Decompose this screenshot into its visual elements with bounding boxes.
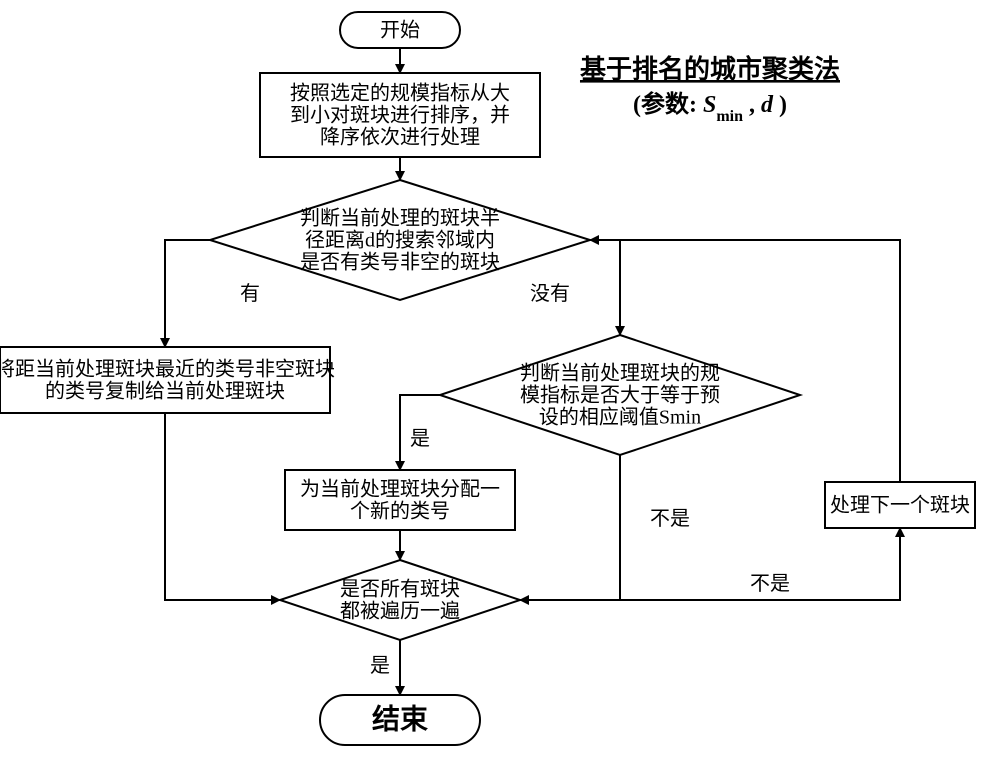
svg-text:径距离d的搜索邻域内: 径距离d的搜索邻域内 <box>305 229 495 252</box>
svg-text:开始: 开始 <box>380 19 420 42</box>
svg-text:为当前处理斑块分配一: 为当前处理斑块分配一 <box>300 478 500 501</box>
edge-label-e_scale_no: 不是 <box>650 508 690 530</box>
node-start: 开始 <box>340 12 460 48</box>
svg-text:都被遍历一遍: 都被遍历一遍 <box>340 600 460 623</box>
svg-text:降序依次进行处理: 降序依次进行处理 <box>320 126 480 149</box>
node-check_scale: 判断当前处理斑块的规模指标是否大于等于预设的相应阈值Smin <box>440 335 800 455</box>
svg-text:按照选定的规模指标从大: 按照选定的规模指标从大 <box>290 82 510 105</box>
svg-text:处理下一个斑块: 处理下一个斑块 <box>830 494 970 517</box>
node-end: 结束 <box>320 695 480 745</box>
edge-label-e_all_no: 不是 <box>750 573 790 595</box>
edge-e_copy_down <box>165 413 280 600</box>
svg-text:的类号复制给当前处理斑块: 的类号复制给当前处理斑块 <box>45 380 285 403</box>
svg-text:判断当前处理的斑块半: 判断当前处理的斑块半 <box>300 207 500 230</box>
edge-label-e_check_left: 有 <box>240 282 260 305</box>
svg-text:结束: 结束 <box>372 703 428 735</box>
svg-text:将距当前处理斑块最近的类号非空斑块: 将距当前处理斑块最近的类号非空斑块 <box>0 358 335 381</box>
node-next_patch: 处理下一个斑块 <box>825 482 975 528</box>
edge-label-e_all_yes: 是 <box>370 655 390 677</box>
algorithm-title: 基于排名的城市聚类法 <box>580 54 840 84</box>
svg-text:到小对斑块进行排序，并: 到小对斑块进行排序，并 <box>290 104 510 127</box>
node-check_all: 是否所有斑块都被遍历一遍 <box>280 560 520 640</box>
node-copy_class: 将距当前处理斑块最近的类号非空斑块的类号复制给当前处理斑块 <box>0 347 335 413</box>
edge-label-e_scale_yes: 是 <box>410 428 430 450</box>
svg-text:模指标是否大于等于预: 模指标是否大于等于预 <box>520 384 720 407</box>
node-new_class: 为当前处理斑块分配一个新的类号 <box>285 470 515 530</box>
svg-text:设的相应阈值Smin: 设的相应阈值Smin <box>539 406 701 429</box>
edge-label-e_check_right: 没有 <box>530 282 570 305</box>
svg-text:是否所有斑块: 是否所有斑块 <box>340 578 460 601</box>
node-check_neighbor: 判断当前处理的斑块半径距离d的搜索邻域内是否有类号非空的斑块 <box>210 180 590 300</box>
edge-e_scale_no <box>520 455 620 600</box>
edge-e_all_no <box>520 528 900 600</box>
algorithm-params: (参数: Smin , d ) <box>633 90 787 125</box>
node-sort: 按照选定的规模指标从大到小对斑块进行排序，并降序依次进行处理 <box>260 73 540 157</box>
svg-text:判断当前处理斑块的规: 判断当前处理斑块的规 <box>520 362 720 385</box>
edge-e_check_left <box>165 240 210 347</box>
svg-text:个新的类号: 个新的类号 <box>350 500 450 523</box>
svg-text:是否有类号非空的斑块: 是否有类号非空的斑块 <box>300 251 500 274</box>
edge-e_check_right <box>590 240 620 335</box>
